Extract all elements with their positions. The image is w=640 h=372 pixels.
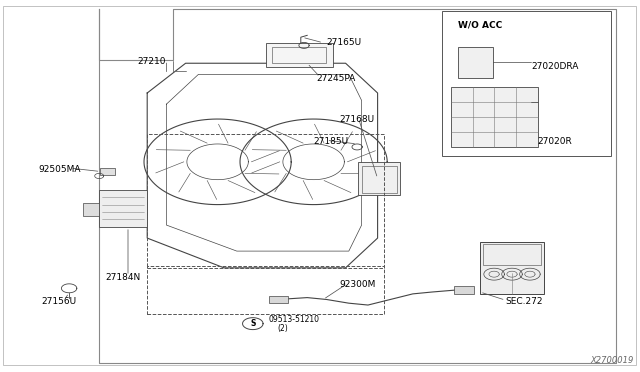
- Bar: [100, 168, 115, 175]
- Bar: [442, 11, 611, 156]
- Text: 92300M: 92300M: [339, 280, 376, 289]
- Text: W/O ACC: W/O ACC: [458, 21, 502, 30]
- Bar: [272, 46, 326, 63]
- Bar: [269, 296, 288, 303]
- Bar: [362, 166, 397, 193]
- Bar: [483, 244, 541, 265]
- Text: 27210: 27210: [138, 57, 166, 66]
- Bar: [147, 266, 384, 314]
- Bar: [99, 190, 147, 227]
- Bar: [458, 46, 493, 78]
- Text: 27168U: 27168U: [339, 115, 374, 124]
- Text: 27184N: 27184N: [106, 273, 141, 282]
- Bar: [451, 87, 538, 147]
- Text: 27245PA: 27245PA: [317, 74, 356, 83]
- Text: 92505MA: 92505MA: [38, 165, 81, 174]
- Bar: [480, 242, 544, 294]
- Bar: [266, 43, 333, 67]
- Text: S: S: [250, 319, 255, 328]
- Bar: [454, 286, 474, 294]
- Text: 27020R: 27020R: [538, 137, 572, 146]
- Text: 27156U: 27156U: [42, 297, 77, 306]
- Bar: [83, 203, 99, 216]
- Text: 27020DRA: 27020DRA: [531, 62, 579, 71]
- Bar: [358, 162, 400, 195]
- Text: X2700019: X2700019: [590, 356, 634, 365]
- Text: (2): (2): [277, 324, 288, 333]
- Bar: [147, 134, 384, 268]
- Text: 27185U: 27185U: [314, 137, 349, 146]
- Text: SEC.272: SEC.272: [506, 297, 543, 306]
- Text: 27165U: 27165U: [326, 38, 362, 47]
- Text: 09513-51210: 09513-51210: [268, 315, 319, 324]
